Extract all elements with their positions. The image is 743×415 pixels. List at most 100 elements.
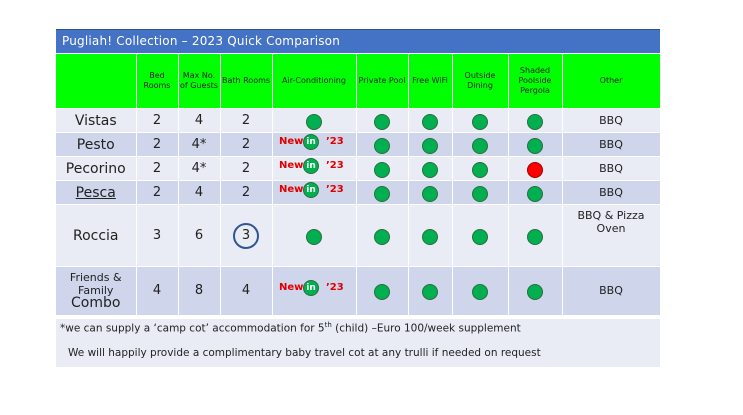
bedrooms-value: 2 [136,156,179,181]
footnote-baby-cot: We will happily provide a complimentary … [68,347,541,359]
footnotes: *we can supply a ‘camp cot’ accommodatio… [56,319,660,367]
green-dot-icon [527,185,543,202]
green-dot-icon [422,161,438,178]
guests-value: 8 [178,266,221,315]
header-row: Bed Rooms Max No. of Guests Bath Rooms A… [56,54,661,109]
new-suffix: ’23 [326,183,344,195]
new-prefix: New [279,135,304,147]
header-air-conditioning: Air-Conditioning [272,54,357,109]
other-value: BBQ [562,180,661,205]
bedrooms-value: 2 [136,132,179,157]
header-shaded-pergola: Shaded Poolside Pergola [508,54,563,109]
green-dot-icon [472,228,488,245]
property-name: Friends & Family Combo [56,266,137,315]
new-middle: in [306,184,316,195]
green-dot-icon [527,113,543,130]
new-prefix: New [279,183,304,195]
header-private-pool: Private Pool [356,54,409,109]
bedrooms-value: 2 [136,180,179,205]
new-prefix: New [279,281,304,293]
green-dot-icon [306,113,322,130]
table-row: Vistas 2 4 2 BBQ [56,108,661,133]
green-dot-icon [303,133,319,150]
green-dot-icon [374,228,390,245]
header-outside-dining: Outside Dining [452,54,509,109]
new-suffix: ’23 [326,281,344,293]
header-bedrooms: Bed Rooms [136,54,179,109]
property-name-link[interactable]: Pesca [56,180,137,205]
footnote-camp-cot-a: *we can supply a ‘camp cot’ accommodatio… [60,322,325,335]
bedrooms-value: 3 [136,204,179,267]
comparison-table-frame: Pugliah! Collection – 2023 Quick Compari… [56,29,661,367]
green-dot-icon [422,283,438,300]
other-value: BBQ [562,132,661,157]
green-dot-icon [472,161,488,178]
bathrooms-value: 2 [220,156,273,181]
green-dot-icon [422,113,438,130]
table-row: Roccia 3 6 3 BBQ & Pizza Oven [56,204,661,267]
comparison-table: Bed Rooms Max No. of Guests Bath Rooms A… [56,54,661,315]
new-prefix: New [279,159,304,171]
green-dot-icon [422,228,438,245]
bathrooms-value: 2 [220,180,273,205]
new-middle: in [306,160,316,171]
new-suffix: ’23 [326,135,344,147]
green-dot-icon [472,113,488,130]
header-other: Other [562,54,661,109]
green-dot-icon [374,185,390,202]
name-line-3: Combo [71,295,121,312]
other-value: BBQ [562,108,661,133]
table-row: Pecorino 2 4* 2 New in ’23 BBQ [56,156,661,181]
green-dot-icon [303,157,319,174]
green-dot-icon [422,137,438,154]
bathrooms-value: 2 [220,132,273,157]
property-name: Roccia [56,204,137,267]
green-dot-icon [303,181,319,198]
guests-value: 4 [178,108,221,133]
new-suffix: ’23 [326,159,344,171]
green-dot-icon [472,283,488,300]
guests-value: 4 [178,180,221,205]
green-dot-icon [422,185,438,202]
green-dot-icon [527,228,543,245]
guests-value: 4* [178,156,221,181]
green-dot-icon [374,137,390,154]
property-name: Pesto [56,132,137,157]
bedrooms-value: 4 [136,266,179,315]
green-dot-icon [527,137,543,154]
green-dot-icon [374,283,390,300]
table-row: Friends & Family Combo 4 8 4 New in ’23 [56,266,661,315]
new-in-23-label: New in ’23 [279,279,349,298]
property-name: Vistas [56,108,137,133]
new-in-23-label: New in ’23 [279,181,349,200]
other-value: BBQ [562,266,661,315]
guests-value: 4* [178,132,221,157]
new-middle: in [306,282,316,293]
green-dot-icon [472,137,488,154]
new-in-23-label: New in ’23 [279,133,349,152]
new-in-23-label: New in ’23 [279,157,349,176]
green-dot-icon [306,228,322,245]
header-bathrooms: Bath Rooms [220,54,273,109]
guests-value: 6 [178,204,221,267]
header-max-guests: Max No. of Guests [178,54,221,109]
green-dot-icon [472,185,488,202]
other-value: BBQ & Pizza Oven [562,204,661,267]
footnote-camp-cot: *we can supply a ‘camp cot’ accommodatio… [60,321,521,335]
table-title: Pugliah! Collection – 2023 Quick Compari… [56,29,660,53]
footnote-camp-cot-b: (child) –Euro 100/week supplement [331,322,521,335]
property-name: Pecorino [56,156,137,181]
green-dot-icon [374,161,390,178]
green-dot-icon [303,279,319,296]
green-dot-icon [374,113,390,130]
red-dot-icon [527,161,543,178]
bathrooms-value: 4 [220,266,273,315]
other-value: BBQ [562,156,661,181]
bathrooms-value-circled: 3 [233,222,259,249]
name-line-2: Family [78,284,114,298]
table-row: Pesto 2 4* 2 New in ’23 BBQ [56,132,661,157]
table-row: Pesca 2 4 2 New in ’23 BBQ [56,180,661,205]
name-line-1: Friends & [69,271,122,285]
header-property [56,54,137,109]
green-dot-icon [527,283,543,300]
